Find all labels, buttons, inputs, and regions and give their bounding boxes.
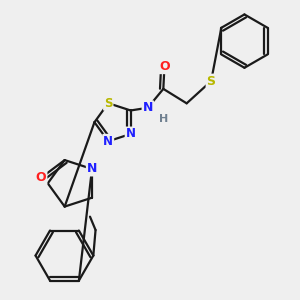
Text: O: O: [159, 60, 170, 73]
Text: N: N: [142, 101, 153, 114]
Text: O: O: [36, 171, 46, 184]
Text: N: N: [103, 135, 113, 148]
Text: S: S: [207, 75, 216, 88]
Text: S: S: [104, 97, 112, 110]
Text: H: H: [159, 114, 168, 124]
Text: N: N: [126, 128, 136, 140]
Text: N: N: [87, 163, 97, 176]
